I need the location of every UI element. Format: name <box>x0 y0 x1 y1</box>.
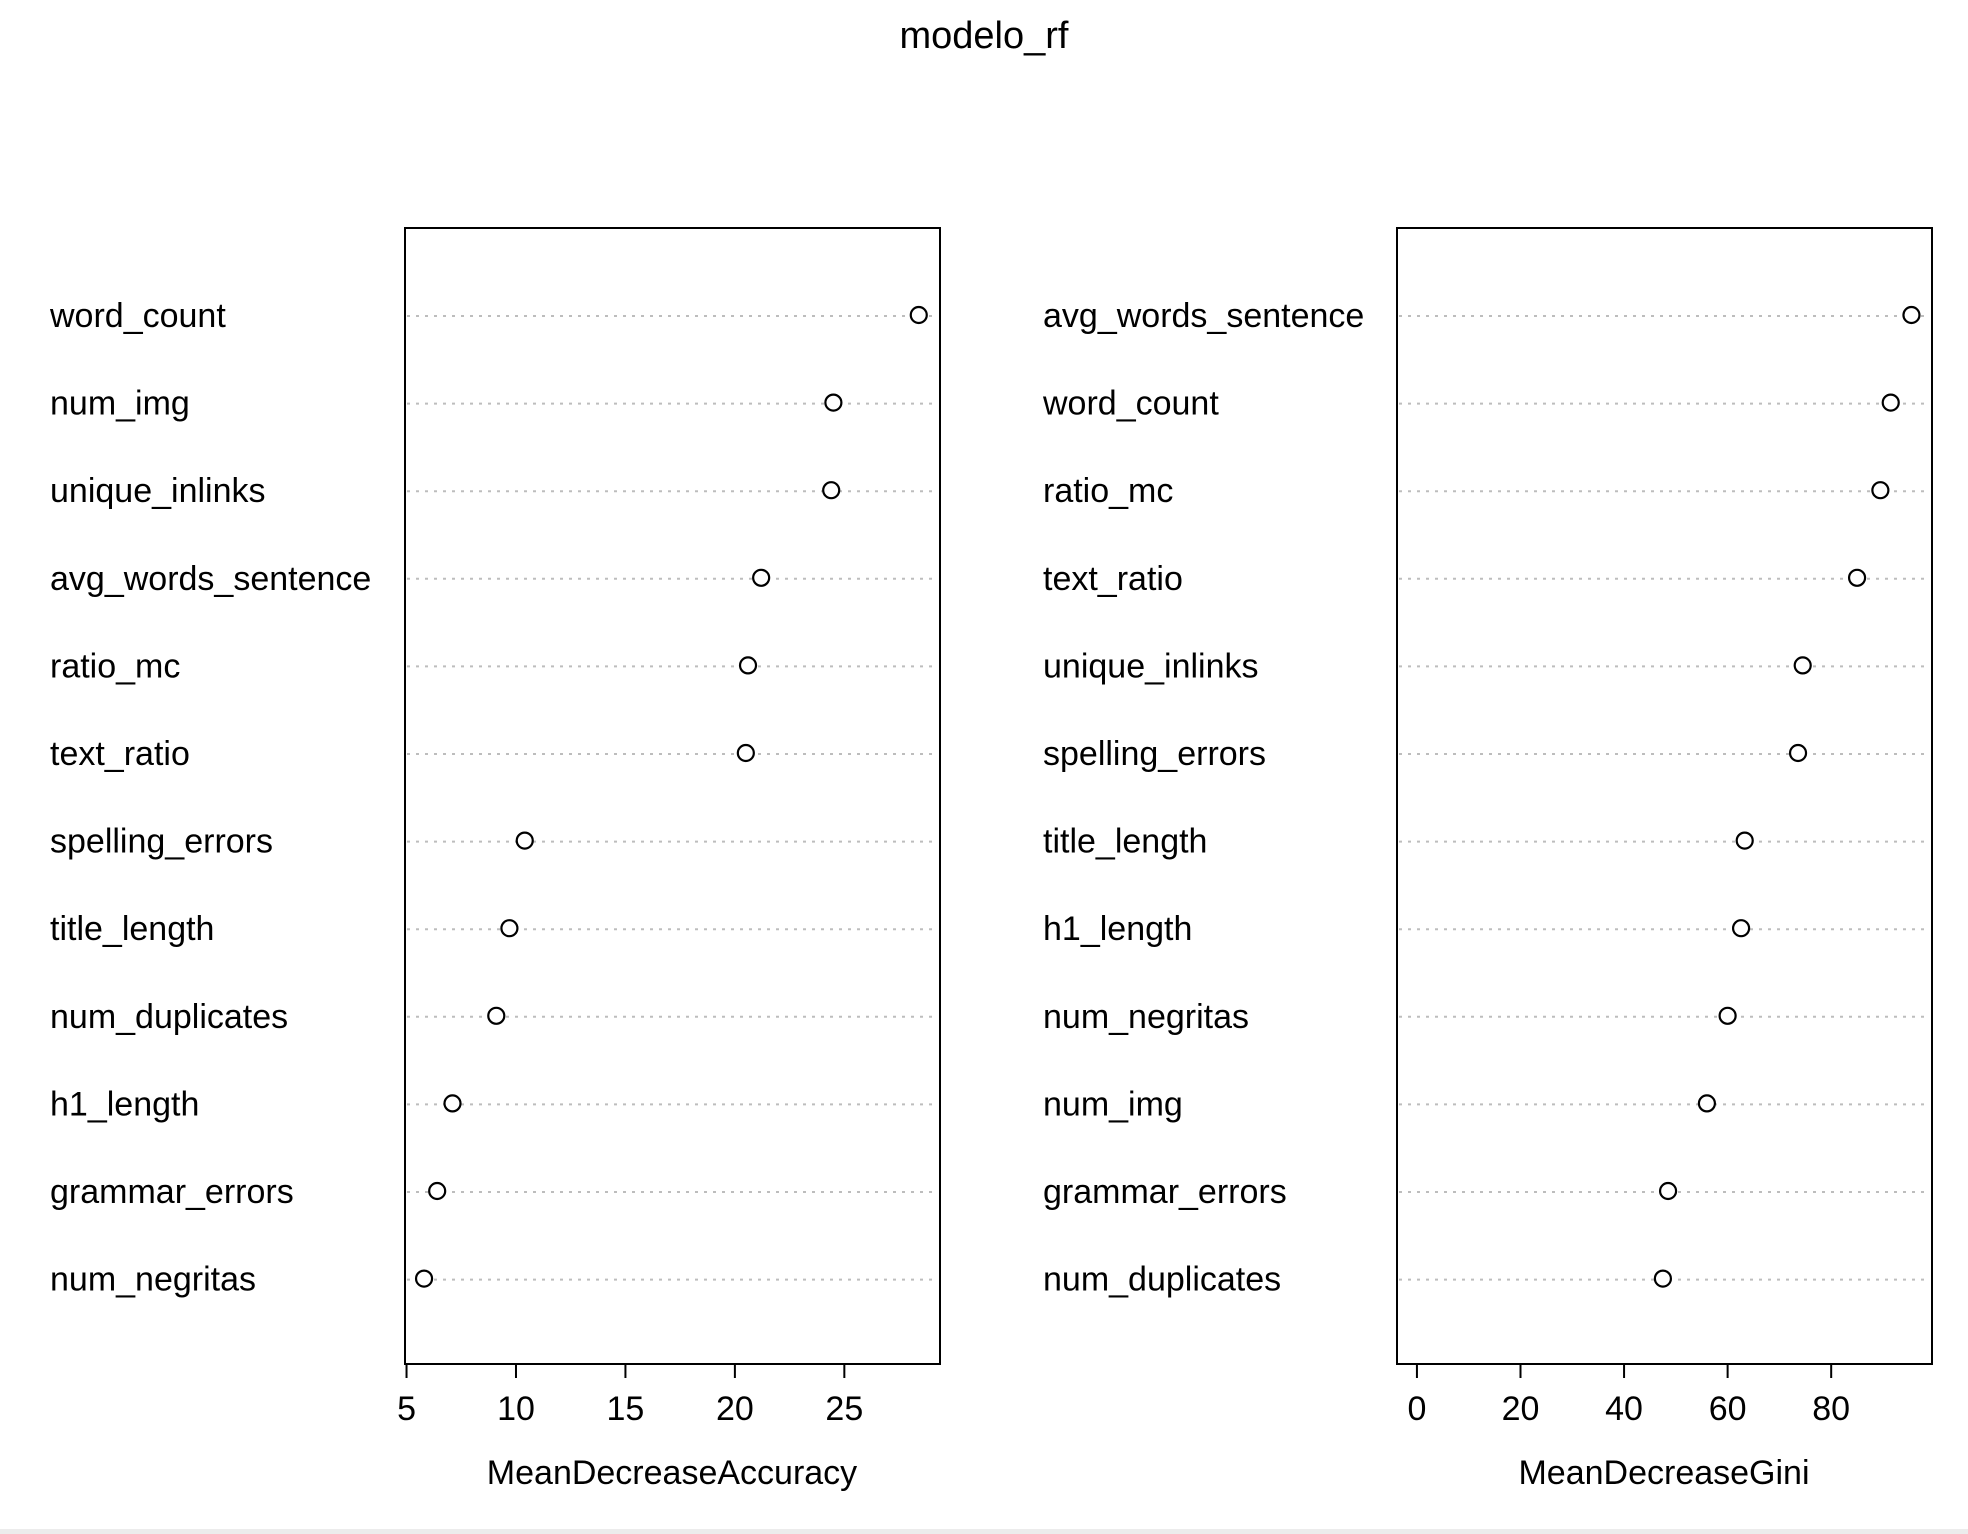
category-label: text_ratio <box>1043 560 1183 598</box>
category-label: num_img <box>1043 1085 1183 1123</box>
data-point <box>414 1269 434 1288</box>
data-point <box>1902 305 1921 325</box>
category-label: avg_words_sentence <box>50 560 371 598</box>
category-label: unique_inlinks <box>1043 647 1259 685</box>
category-label: word_count <box>49 297 226 335</box>
x-tick-label: 0 <box>1407 1390 1426 1428</box>
category-label: title_length <box>1043 823 1207 861</box>
x-tick-label: 20 <box>716 1390 754 1428</box>
category-label: text_ratio <box>50 735 190 773</box>
category-label: spelling_errors <box>50 823 273 861</box>
panel-accuracy-labels: word_count num_img unique_inlinks avg_words… <box>49 297 371 1299</box>
data-point <box>1871 481 1890 500</box>
category-label: unique_inlinks <box>50 472 266 510</box>
panel-gini-x-axis: 0 20 40 60 80 <box>1407 1363 1850 1428</box>
category-label: num_negritas <box>50 1261 256 1299</box>
data-point <box>909 305 928 325</box>
panel-gini-labels: avg_words_sentence word_count ratio_mctext… <box>1042 297 1364 1299</box>
data-point <box>428 1181 447 1201</box>
data-point <box>1793 656 1812 675</box>
panel-accuracy-frame <box>404 227 941 1365</box>
data-point <box>824 393 843 412</box>
panel-accuracy-x-axis: 5 10 15 20 25 <box>397 1363 863 1428</box>
panel-accuracy-points <box>414 305 928 1288</box>
data-point <box>1735 831 1754 850</box>
data-point <box>515 831 534 850</box>
panel-accuracy-gridlines <box>407 315 938 1281</box>
category-label: num_duplicates <box>50 998 288 1036</box>
data-point <box>1731 919 1751 938</box>
category-label: num_img <box>50 385 190 423</box>
panel-gini-points <box>1653 305 1921 1288</box>
data-point <box>1697 1094 1717 1113</box>
bottom-border <box>0 1529 1968 1534</box>
x-tick-label: 40 <box>1605 1390 1643 1428</box>
panel-accuracy-x-label: MeanDecreaseAccuracy <box>487 1454 857 1492</box>
data-point <box>736 743 755 763</box>
category-label: avg_words_sentence <box>1043 297 1364 335</box>
category-label: h1_length <box>1043 910 1192 948</box>
chart-title: modelo_rf <box>900 15 1069 57</box>
data-point <box>443 1094 462 1113</box>
data-point <box>822 481 841 500</box>
category-label: num_duplicates <box>1043 1261 1281 1299</box>
x-tick-label: 10 <box>497 1390 535 1428</box>
panel-gini: avg_words_sentence word_count ratio_mctext… <box>1042 227 1933 1492</box>
x-tick-label: 5 <box>397 1390 416 1428</box>
category-label: num_negritas <box>1043 998 1249 1036</box>
category-label: ratio_mc <box>50 647 180 685</box>
data-point <box>752 568 771 587</box>
x-tick-label: 25 <box>825 1390 863 1428</box>
data-point <box>1881 393 1900 412</box>
x-tick-label: 60 <box>1709 1390 1747 1428</box>
x-tick-label: 15 <box>607 1390 645 1428</box>
data-point <box>1788 743 1808 763</box>
category-label: spelling_errors <box>1043 735 1266 773</box>
category-label: ratio_mc <box>1043 472 1173 510</box>
data-point <box>500 919 519 938</box>
data-point <box>1718 1006 1737 1025</box>
data-point <box>1847 568 1867 587</box>
data-point <box>1653 1269 1672 1288</box>
panel-accuracy: word_count num_img unique_inlinks avg_words… <box>49 227 941 1492</box>
x-tick-label: 80 <box>1812 1390 1850 1428</box>
category-label: grammar_errors <box>1043 1173 1287 1211</box>
category-label: title_length <box>50 910 214 948</box>
x-tick-label: 20 <box>1502 1390 1540 1428</box>
category-label: grammar_errors <box>50 1173 294 1211</box>
data-point <box>1658 1181 1678 1201</box>
panel-gini-x-label: MeanDecreaseGini <box>1518 1454 1809 1492</box>
data-point <box>738 656 758 675</box>
panel-gini-gridlines <box>1399 315 1930 1281</box>
data-point <box>487 1006 506 1025</box>
category-label: h1_length <box>50 1085 199 1123</box>
category-label: word_count <box>1042 385 1219 423</box>
